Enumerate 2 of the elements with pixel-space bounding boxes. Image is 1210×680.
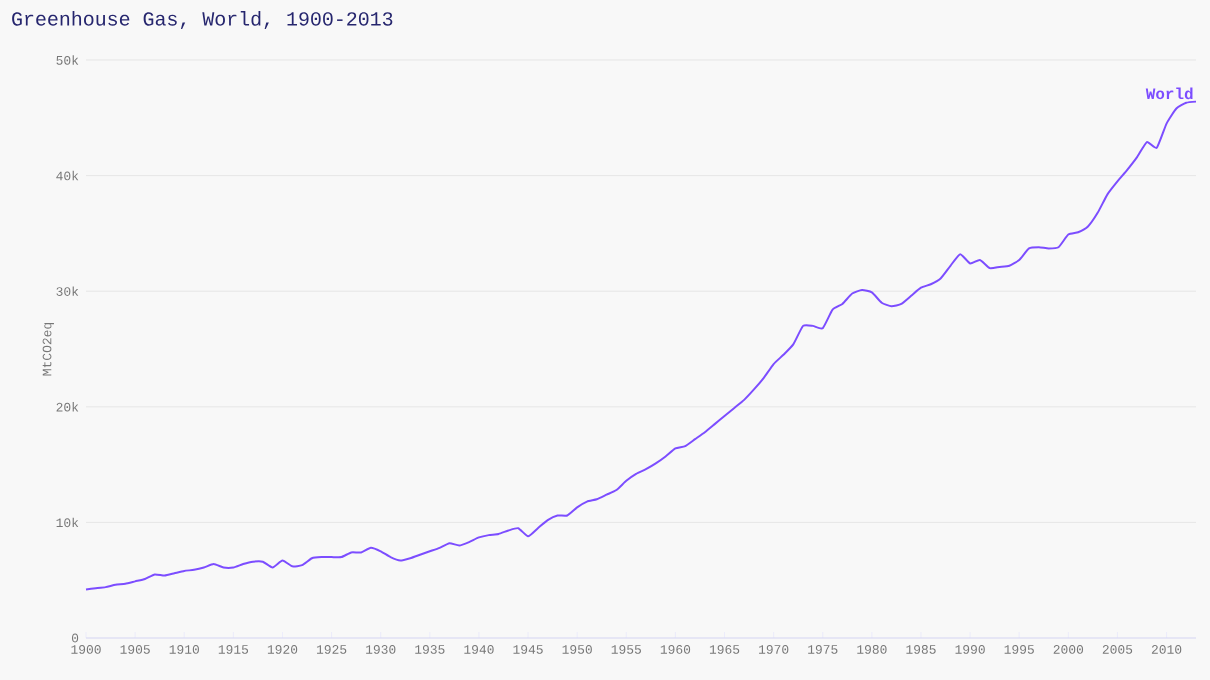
chart-title: Greenhouse Gas, World, 1900-2013 (12, 11, 393, 29)
line-series (85, 100, 1198, 591)
